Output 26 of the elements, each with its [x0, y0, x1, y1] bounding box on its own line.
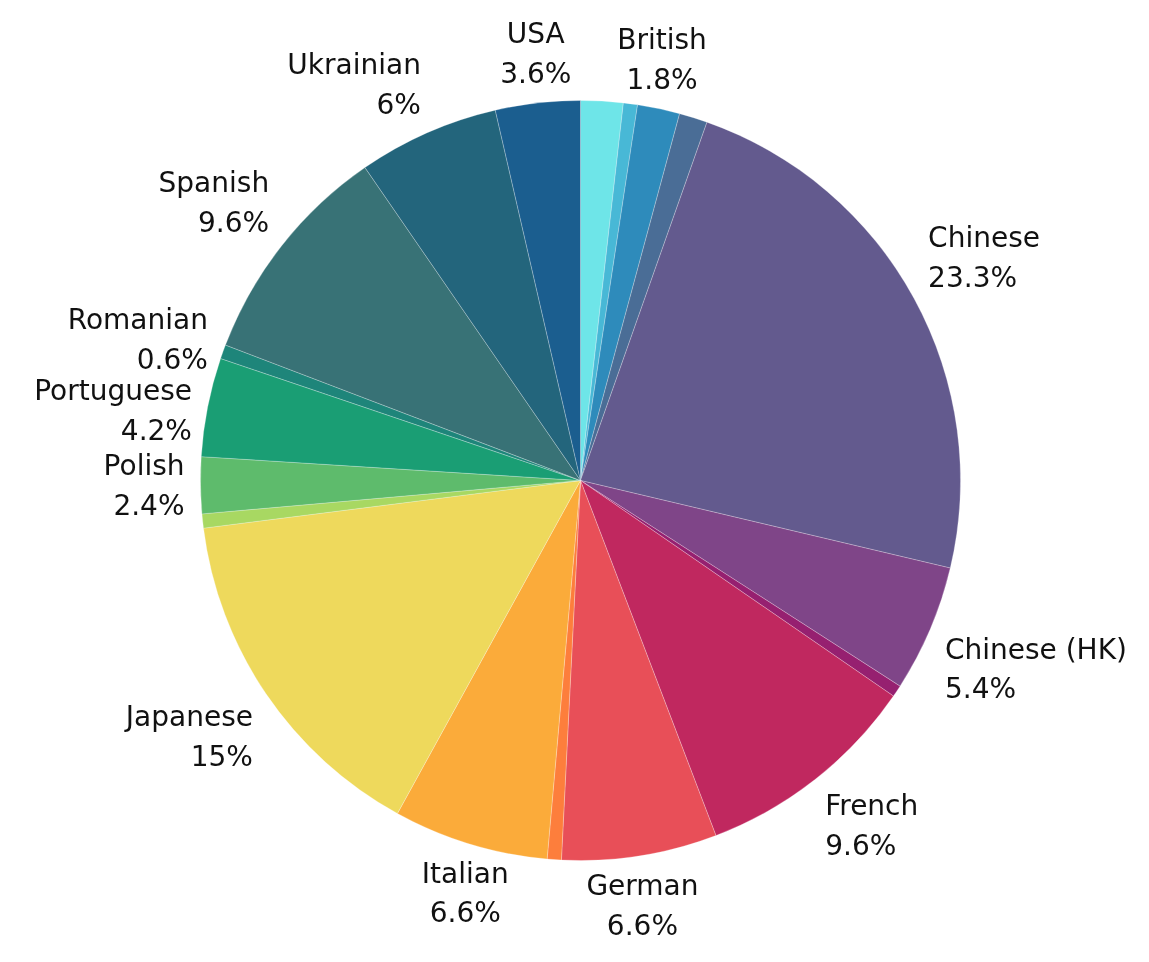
- data-label: 2.4%: [113, 488, 185, 522]
- slice-label: German: [586, 868, 699, 902]
- slice-label: USA: [506, 17, 565, 51]
- slice-label: Ukrainian: [287, 48, 421, 82]
- data-label: 0.6%: [136, 342, 208, 376]
- data-label: 3.6%: [500, 56, 572, 90]
- slice-label: Spanish: [158, 165, 270, 199]
- data-label: 6.6%: [606, 908, 679, 942]
- data-label: 9.6%: [825, 828, 897, 862]
- slice-label: Polish: [103, 449, 185, 483]
- slice-label: Romanian: [67, 303, 208, 337]
- data-label: 15%: [190, 739, 253, 773]
- data-label: 5.4%: [944, 672, 1017, 706]
- data-label: 6.6%: [429, 896, 501, 930]
- data-label: 1.8%: [626, 62, 698, 96]
- slice-label: Italian: [421, 856, 509, 890]
- data-label: 9.6%: [198, 205, 270, 239]
- data-label: 4.2%: [120, 414, 192, 448]
- slice-label: British: [617, 23, 707, 57]
- slice-label: Chinese: [928, 220, 1040, 254]
- slice-label: Chinese (HK): [944, 632, 1127, 666]
- slice-label: Portuguese: [34, 374, 192, 408]
- data-label: 23.3%: [928, 260, 1018, 294]
- data-label: 6%: [376, 87, 421, 121]
- slice-label: French: [825, 789, 919, 823]
- slice-label: Japanese: [123, 700, 253, 734]
